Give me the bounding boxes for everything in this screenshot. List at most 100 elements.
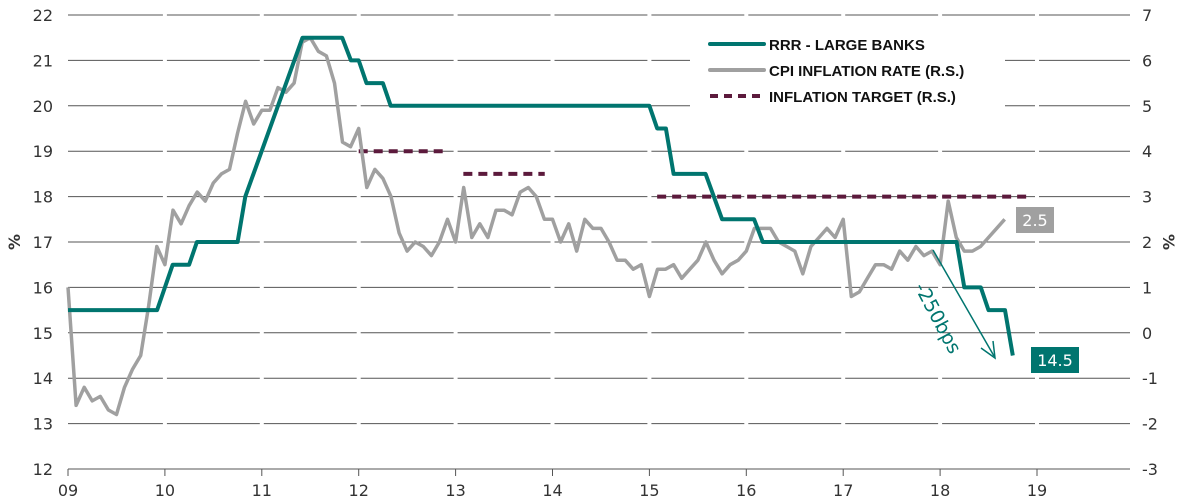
gridline-gap xyxy=(259,104,264,107)
y-left-tick-label: 12 xyxy=(33,460,53,479)
gridline-gap xyxy=(356,195,361,198)
gridline-gap xyxy=(550,241,555,243)
gridline-gap xyxy=(647,422,652,425)
gridline-gap xyxy=(453,422,458,425)
gridline-gap xyxy=(841,286,846,289)
gridline-gap xyxy=(550,286,555,289)
gridline-gap xyxy=(1035,377,1039,380)
gridline-gap xyxy=(938,286,943,289)
legend-label-target: INFLATION TARGET (R.S.) xyxy=(769,89,956,106)
gridline-gap xyxy=(356,104,361,107)
gridline-gap xyxy=(356,14,361,16)
y-left-tick-label: 17 xyxy=(33,233,53,252)
gridline-gap xyxy=(744,377,749,380)
gridline-gap xyxy=(938,422,943,425)
gridline-gap xyxy=(744,241,749,243)
y-right-tick-label: 3 xyxy=(1142,188,1152,207)
gridline-gap xyxy=(259,14,264,16)
gridline-gap xyxy=(841,377,846,380)
x-tick-label: 16 xyxy=(736,481,756,500)
gridline-gap xyxy=(647,59,652,62)
gridline-gap xyxy=(647,150,652,153)
gridline-gap xyxy=(647,286,652,289)
legend: RRR - LARGE BANKS CPI INFLATION RATE (R.… xyxy=(690,28,1005,108)
gridline-gap xyxy=(259,59,264,62)
y-right-tick-label: -2 xyxy=(1142,415,1158,434)
gridline-gap xyxy=(550,377,555,380)
y-right-tick-label: 7 xyxy=(1142,6,1152,25)
gridline-gap xyxy=(1035,104,1039,107)
y-left-tick-label: 22 xyxy=(33,6,53,25)
gridline-gap xyxy=(550,14,555,16)
gridline-gap xyxy=(453,195,458,198)
gridline-gap xyxy=(1035,422,1039,425)
x-tick-label: 19 xyxy=(1027,481,1047,500)
gridline-gap xyxy=(453,14,458,16)
gridline-gap xyxy=(550,150,555,153)
x-tick-label: 18 xyxy=(930,481,950,500)
gridline-gap xyxy=(841,422,846,425)
gridline-gap xyxy=(841,14,846,16)
gridline-gap xyxy=(1035,286,1039,289)
gridline-gap xyxy=(356,331,361,334)
y-right-tick-label: -1 xyxy=(1142,369,1158,388)
gridline-gap xyxy=(744,331,749,334)
y-left-tick-label: 19 xyxy=(33,142,53,161)
y-left-tick-label: 18 xyxy=(33,188,53,207)
y-left-tick-label: 13 xyxy=(33,415,53,434)
x-tick-label: 09 xyxy=(58,481,78,500)
cpi-last-label: 2.5 xyxy=(1022,211,1047,230)
x-tick-label: 11 xyxy=(252,481,272,500)
gridline-gap xyxy=(1035,195,1039,198)
gridline-gap xyxy=(1035,59,1039,62)
y-right-tick-label: 1 xyxy=(1142,278,1152,297)
gridline-gap xyxy=(1035,14,1039,16)
y-right-tick-label: 0 xyxy=(1142,324,1152,343)
x-tick-label: 13 xyxy=(445,481,465,500)
y-right-tick-label: 4 xyxy=(1142,142,1152,161)
gridline-gap xyxy=(356,241,361,243)
arrow-head-icon xyxy=(980,340,996,360)
gridline-gap xyxy=(647,14,652,16)
gridline-gap xyxy=(938,331,943,334)
legend-label-cpi: CPI INFLATION RATE (R.S.) xyxy=(769,63,964,80)
gridline-gap xyxy=(356,422,361,425)
gridline-gap xyxy=(162,195,167,198)
gridline-gap xyxy=(162,241,167,243)
gridline-gap xyxy=(744,422,749,425)
gridline-gap xyxy=(259,286,264,289)
y-right-tick-label: -3 xyxy=(1142,460,1158,479)
axes: 09 10 11 12 13 14 15 16 17 18 19121314151617181920… xyxy=(33,6,1158,500)
rrr-last-box xyxy=(1031,347,1079,373)
gridline-gap xyxy=(841,150,846,153)
gridline-gap xyxy=(550,422,555,425)
x-tick-label: 10 xyxy=(155,481,175,500)
gridline-gap xyxy=(259,422,264,425)
gridline-gap xyxy=(162,59,167,62)
rrr-line xyxy=(68,35,1015,356)
gridline-gap xyxy=(259,241,264,243)
gridline-gap xyxy=(1035,241,1039,243)
rrr-last-label: 14.5 xyxy=(1037,351,1073,370)
gridline-gap xyxy=(647,241,652,243)
y-left-tick-label: 15 xyxy=(33,324,53,343)
y-right-tick-label: 2 xyxy=(1142,233,1152,252)
gridline-gap xyxy=(453,150,458,153)
x-tick-label: 15 xyxy=(639,481,659,500)
y-left-tick-label: 20 xyxy=(33,97,53,116)
gridline-gap xyxy=(550,195,555,198)
gridline-gap xyxy=(162,14,167,16)
gridline-gap xyxy=(938,377,943,380)
gridline-gap xyxy=(647,195,652,198)
gridline-gap xyxy=(162,104,167,107)
gridline-gap xyxy=(550,331,555,334)
gridline-gap xyxy=(162,422,167,425)
gridline-gap xyxy=(162,377,167,380)
gridline-gap xyxy=(647,331,652,334)
gridline-gap xyxy=(162,150,167,153)
gridline-gap xyxy=(259,331,264,334)
gridline-gap xyxy=(938,195,943,198)
gridline-gap xyxy=(647,377,652,380)
gridline-gap xyxy=(259,195,264,198)
gridline-gap xyxy=(453,377,458,380)
